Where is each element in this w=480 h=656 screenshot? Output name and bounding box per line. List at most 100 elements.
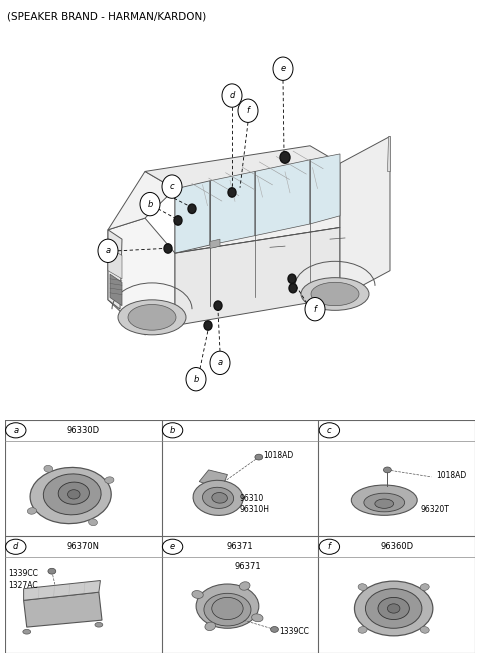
Circle shape	[164, 244, 172, 253]
Text: 1018AD: 1018AD	[264, 451, 294, 461]
Polygon shape	[108, 247, 122, 279]
Ellipse shape	[364, 493, 405, 512]
Ellipse shape	[30, 468, 111, 523]
Text: 96330D: 96330D	[67, 426, 100, 435]
Ellipse shape	[252, 614, 263, 622]
Ellipse shape	[351, 485, 417, 516]
Text: 96371: 96371	[227, 543, 253, 551]
Polygon shape	[175, 228, 340, 325]
Text: b: b	[147, 199, 153, 209]
Ellipse shape	[196, 584, 259, 628]
Ellipse shape	[387, 604, 400, 613]
Circle shape	[188, 204, 196, 213]
Ellipse shape	[89, 519, 97, 525]
Polygon shape	[175, 163, 340, 253]
Circle shape	[288, 274, 296, 283]
Polygon shape	[210, 171, 255, 245]
Ellipse shape	[203, 487, 234, 508]
Ellipse shape	[301, 277, 369, 310]
Text: b: b	[170, 426, 175, 435]
Polygon shape	[110, 274, 122, 306]
Polygon shape	[199, 470, 228, 489]
Text: 96360D: 96360D	[380, 543, 413, 551]
Text: c: c	[170, 182, 174, 191]
Circle shape	[384, 467, 391, 473]
Text: 1339CC: 1339CC	[279, 627, 309, 636]
Polygon shape	[175, 181, 210, 253]
Text: d: d	[229, 91, 235, 100]
Text: 96320T: 96320T	[420, 505, 449, 514]
Ellipse shape	[311, 282, 359, 306]
Text: 1018AD: 1018AD	[436, 471, 466, 480]
Polygon shape	[340, 136, 390, 297]
Ellipse shape	[43, 474, 101, 515]
Polygon shape	[108, 218, 175, 335]
Polygon shape	[24, 592, 102, 627]
Polygon shape	[108, 230, 122, 309]
Ellipse shape	[420, 584, 429, 590]
Ellipse shape	[378, 598, 409, 619]
Ellipse shape	[118, 300, 186, 335]
Circle shape	[271, 626, 278, 632]
Ellipse shape	[23, 630, 31, 634]
Circle shape	[214, 301, 222, 310]
Text: c: c	[327, 426, 332, 435]
Text: f: f	[328, 543, 331, 551]
Circle shape	[48, 568, 56, 574]
Ellipse shape	[375, 499, 394, 508]
Circle shape	[210, 351, 230, 375]
Text: d: d	[13, 543, 18, 551]
Text: 1339CC: 1339CC	[8, 569, 38, 578]
Ellipse shape	[128, 304, 176, 330]
Circle shape	[162, 175, 182, 198]
Ellipse shape	[105, 477, 114, 483]
Circle shape	[98, 239, 118, 262]
Polygon shape	[310, 154, 340, 224]
Ellipse shape	[58, 482, 89, 504]
Ellipse shape	[365, 588, 422, 628]
Text: 96370N: 96370N	[67, 543, 100, 551]
Text: f: f	[313, 304, 316, 314]
Circle shape	[228, 188, 236, 197]
Text: 96371: 96371	[235, 562, 261, 571]
Ellipse shape	[354, 581, 433, 636]
Ellipse shape	[27, 508, 36, 514]
Text: a: a	[217, 358, 223, 367]
Circle shape	[273, 57, 293, 81]
Polygon shape	[108, 171, 175, 230]
Circle shape	[305, 297, 325, 321]
Text: e: e	[280, 64, 286, 73]
Ellipse shape	[44, 465, 53, 472]
Text: 1327AC: 1327AC	[8, 581, 37, 590]
Polygon shape	[210, 239, 220, 249]
Text: b: b	[193, 375, 199, 384]
Circle shape	[186, 367, 206, 391]
Ellipse shape	[358, 584, 367, 590]
Ellipse shape	[68, 489, 80, 499]
Ellipse shape	[205, 622, 216, 630]
Circle shape	[238, 99, 258, 123]
Polygon shape	[387, 136, 390, 171]
Text: a: a	[106, 246, 110, 255]
Text: 96310
96310H: 96310 96310H	[240, 493, 270, 514]
Text: (SPEAKER BRAND - HARMAN/KARDON): (SPEAKER BRAND - HARMAN/KARDON)	[7, 12, 206, 22]
Polygon shape	[255, 160, 310, 236]
Text: a: a	[13, 426, 18, 435]
Text: e: e	[170, 543, 175, 551]
Circle shape	[289, 283, 297, 293]
Ellipse shape	[192, 590, 203, 598]
Ellipse shape	[240, 582, 250, 590]
Circle shape	[255, 454, 263, 460]
Ellipse shape	[212, 598, 243, 619]
Circle shape	[140, 192, 160, 216]
Text: f: f	[247, 106, 250, 115]
Polygon shape	[145, 146, 340, 189]
Ellipse shape	[358, 626, 367, 633]
Circle shape	[204, 321, 212, 330]
Ellipse shape	[204, 593, 251, 626]
Circle shape	[222, 84, 242, 107]
Ellipse shape	[95, 623, 103, 627]
Ellipse shape	[212, 493, 228, 503]
Polygon shape	[24, 581, 100, 600]
Circle shape	[280, 152, 290, 163]
